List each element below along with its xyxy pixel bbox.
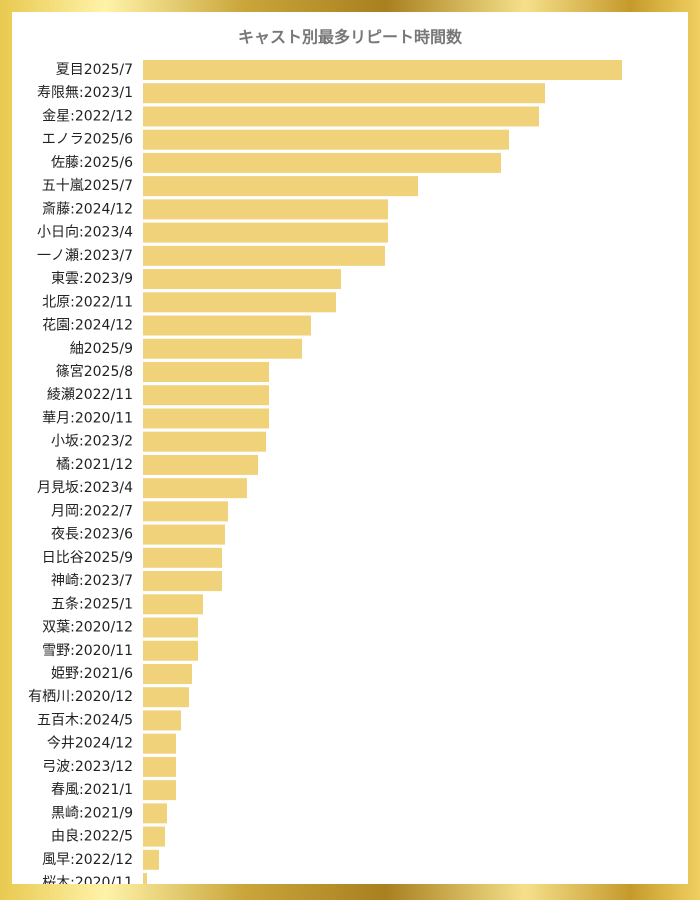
bar	[143, 431, 266, 452]
bar	[143, 129, 509, 150]
bar	[143, 361, 269, 382]
bar	[143, 571, 222, 592]
bar	[143, 60, 622, 80]
bar	[143, 315, 311, 336]
chart-title: キャスト別最多リピート時間数	[238, 28, 463, 47]
y-tick-label: 有栖川:2020/12	[28, 689, 133, 705]
y-tick-label: 東雲:2023/9	[51, 271, 133, 287]
y-tick-label: 五百木:2024/5	[37, 712, 133, 728]
bar	[143, 222, 388, 243]
y-tick-label: 春風:2021/1	[51, 782, 133, 798]
y-tick-label: 金星:2022/12	[42, 108, 133, 124]
y-tick-label: 夏目2025/7	[56, 62, 133, 78]
y-tick-label: 姫野:2021/6	[51, 666, 133, 682]
bar	[143, 524, 225, 545]
bar	[143, 547, 222, 568]
bar	[143, 640, 198, 661]
y-tick-label: 桜木:2020/11	[42, 875, 133, 884]
y-tick-label: 双葉:2020/12	[42, 620, 133, 636]
y-tick-label: 由良:2022/5	[51, 829, 133, 845]
bar	[143, 663, 192, 684]
bar	[143, 338, 302, 359]
y-tick-label: 風早:2022/12	[42, 852, 133, 868]
y-tick-label: 北原:2022/11	[42, 294, 133, 310]
bar	[143, 710, 181, 731]
y-tick-label: 小日向:2023/4	[37, 225, 133, 241]
y-tick-label: 弓波:2023/12	[42, 759, 133, 775]
y-tick-label: 五条:2025/1	[51, 595, 133, 612]
bar	[143, 83, 545, 104]
y-tick-label: 月見坂:2023/4	[37, 480, 133, 496]
y-tick-label: 小坂:2023/2	[51, 434, 133, 450]
y-tick-label: 月岡:2022/7	[51, 503, 133, 519]
y-tick-label: 一ノ瀬:2023/7	[37, 248, 133, 264]
bar	[143, 454, 258, 475]
bar	[143, 826, 165, 847]
bar	[143, 617, 198, 638]
bar	[143, 152, 501, 173]
bar	[143, 501, 228, 522]
y-tick-label: 夜長:2023/6	[51, 527, 133, 543]
bar	[143, 408, 269, 429]
bar	[143, 733, 176, 754]
y-tick-label: 佐藤:2025/6	[51, 155, 133, 171]
y-tick-label: 綾瀬2022/11	[47, 387, 133, 403]
y-tick-label: 斎藤:2024/12	[42, 200, 133, 217]
bar	[143, 780, 176, 801]
y-tick-label: 日比谷2025/9	[42, 550, 133, 566]
y-tick-label: 神崎:2023/7	[51, 573, 133, 589]
y-tick-label: 紬2025/9	[70, 341, 133, 357]
y-tick-label: 寿限無:2023/1	[37, 84, 133, 101]
bar	[143, 245, 385, 266]
y-tick-label: 篠宮2025/8	[56, 364, 133, 380]
y-tick-label: 五十嵐2025/7	[42, 178, 133, 194]
bar	[143, 873, 147, 884]
bar	[143, 478, 247, 499]
bar	[143, 176, 418, 197]
bar	[143, 199, 388, 220]
bar	[143, 106, 539, 127]
y-tick-label: エノラ2025/6	[42, 132, 133, 148]
bar	[143, 756, 176, 777]
y-tick-label: 橘:2021/12	[56, 457, 133, 473]
bar	[143, 269, 341, 290]
y-tick-label: 雪野:2020/11	[42, 643, 133, 659]
bar	[143, 687, 189, 708]
y-tick-label: 花園:2024/12	[42, 318, 133, 334]
y-tick-label: 黒崎:2021/9	[51, 805, 133, 821]
y-tick-label: 華月:2020/11	[42, 410, 133, 426]
bar	[143, 849, 159, 870]
y-tick-label: 今井2024/12	[47, 736, 133, 752]
bar	[143, 803, 167, 824]
bar	[143, 385, 269, 406]
bar	[143, 594, 203, 615]
bar	[143, 292, 336, 313]
